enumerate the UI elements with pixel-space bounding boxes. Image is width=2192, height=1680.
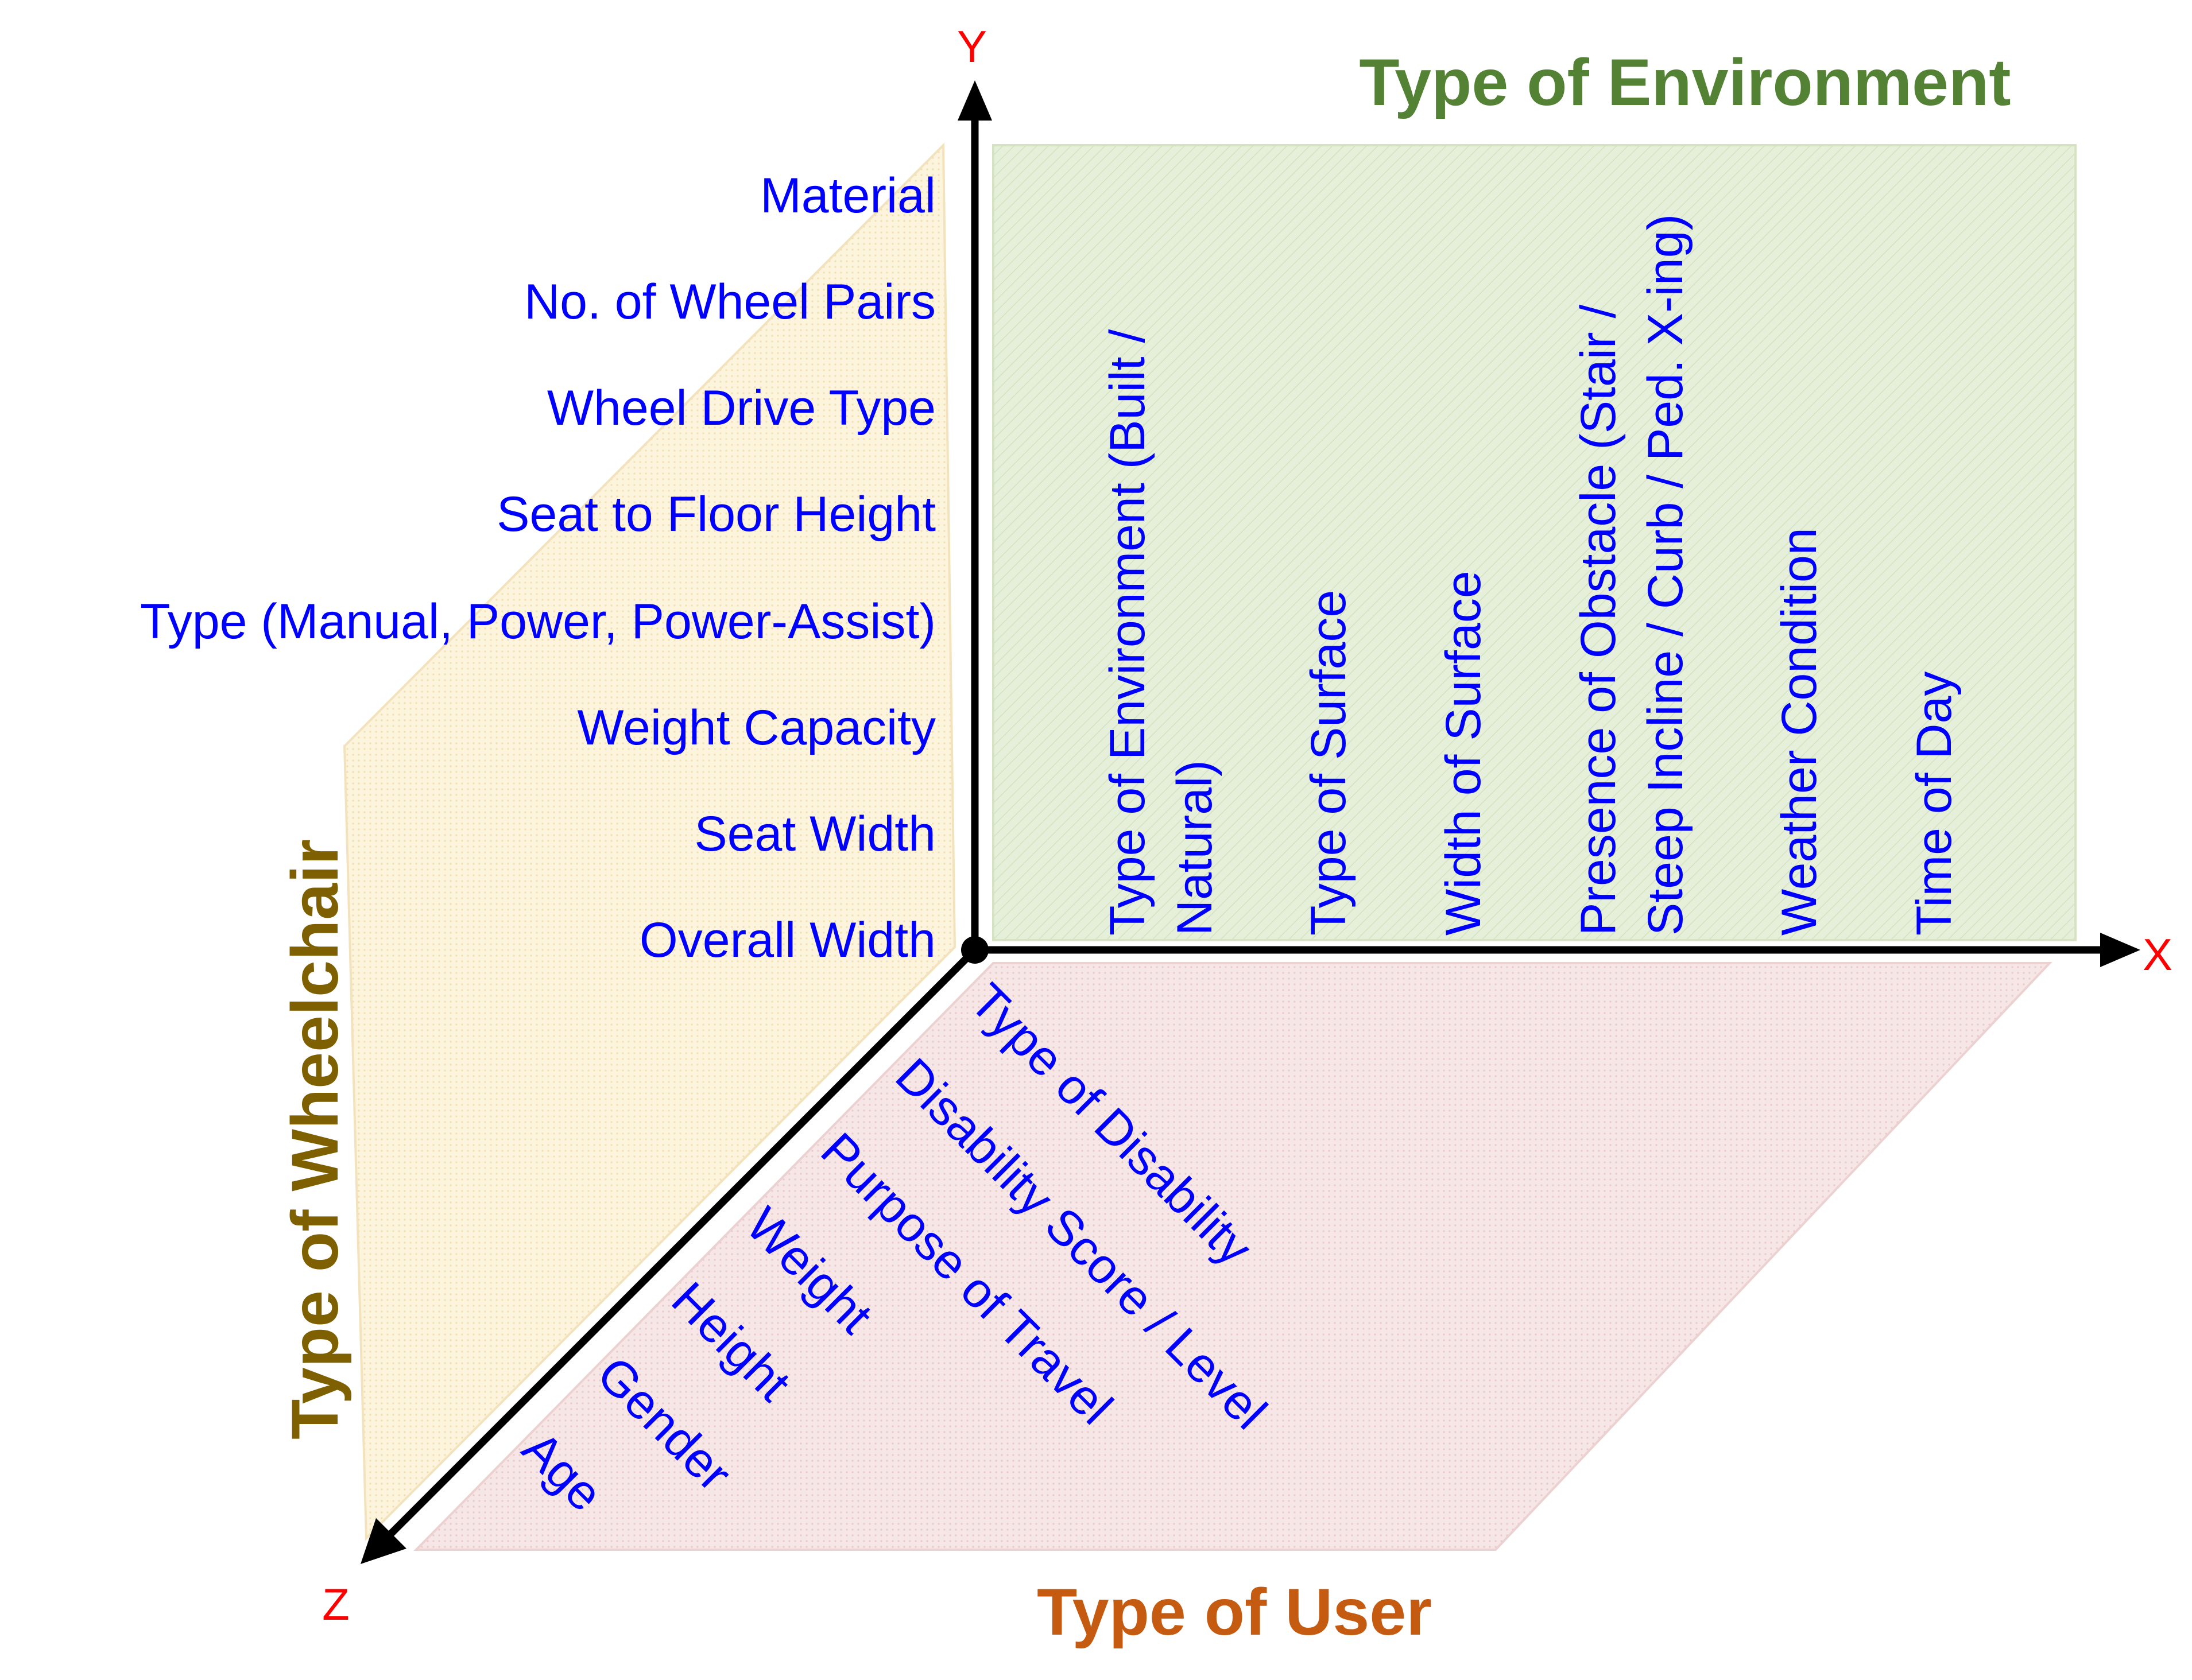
y-axis-arrowhead [958, 80, 992, 121]
environment-item: Type of Surface [1301, 590, 1356, 936]
environment-item: Weather Condition [1772, 527, 1827, 936]
wheelchair-item: Wheel Drive Type [547, 381, 936, 436]
environment-item: Type of Environment (Built / [1100, 329, 1155, 936]
wheelchair-item: Type (Manual, Power, Power-Assist) [140, 594, 936, 649]
user-plane [413, 962, 2052, 1551]
y-axis-label: Y [957, 21, 987, 72]
wheelchair-plane [343, 142, 956, 1541]
environment-title: Type of Environment [1359, 46, 2011, 119]
x-axis-arrowhead [2100, 933, 2140, 967]
environment-item: Natural) [1167, 760, 1222, 936]
x-axis-label: X [2143, 929, 2172, 980]
environment-attributes: Type of Environment (Built / Natural) Ty… [1100, 214, 1962, 936]
wheelchair-item: No. of Wheel Pairs [524, 274, 936, 329]
wheelchair-item: Material [760, 168, 936, 223]
environment-item: Time of Day [1907, 672, 1962, 936]
wheelchair-item: Overall Width [640, 913, 936, 968]
environment-item: Steep Incline / Curb / Ped. X-ing) [1638, 214, 1693, 936]
z-axis-label: Z [322, 1579, 350, 1629]
axes [361, 80, 2140, 1564]
wheelchair-title: Type of Wheelchair [278, 839, 352, 1440]
z-axis-line [388, 947, 978, 1537]
environment-item: Width of Surface [1436, 571, 1491, 936]
wheelchair-item: Seat to Floor Height [497, 487, 936, 542]
wheelchair-attributes: Material No. of Wheel Pairs Wheel Drive … [140, 168, 936, 968]
z-axis-arrowhead [361, 1518, 406, 1564]
environment-item: Presence of Obstacle (Stair / [1571, 305, 1626, 936]
user-title: Type of User [1037, 1576, 1432, 1649]
wheelchair-item: Weight Capacity [577, 700, 936, 755]
environment-plane [992, 144, 2077, 941]
origin-dot [961, 936, 989, 964]
wheelchair-item: Seat Width [694, 806, 936, 862]
